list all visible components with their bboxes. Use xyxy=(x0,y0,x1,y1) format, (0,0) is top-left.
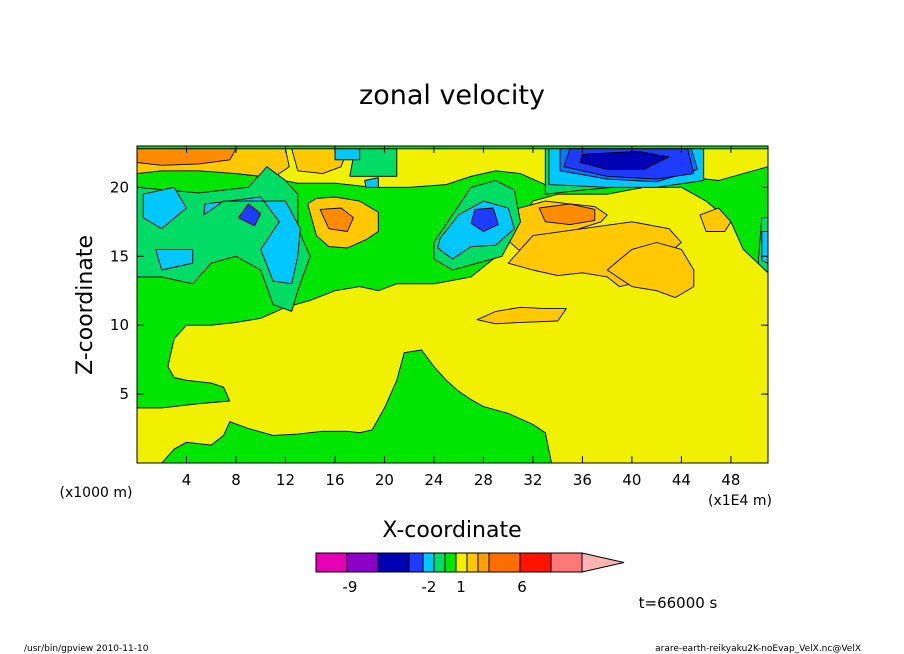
colorbar-segment xyxy=(519,552,552,573)
colorbar-segment xyxy=(377,552,410,573)
contour-region xyxy=(203,196,301,285)
colorbar-segment xyxy=(315,552,348,573)
contour-region xyxy=(319,207,354,232)
contour-region xyxy=(238,203,262,227)
chart-title: zonal velocity xyxy=(359,80,545,111)
colorbar-segment xyxy=(477,552,490,573)
contour-region xyxy=(349,148,398,177)
contour-region xyxy=(606,242,695,299)
y-tick-label: 15 xyxy=(110,247,129,265)
y-tick-label: 20 xyxy=(110,178,129,196)
y-tick-label: 10 xyxy=(110,316,129,334)
contour-region xyxy=(334,148,361,161)
x-tick-label: 20 xyxy=(375,471,394,489)
y-axis-label: Z-coordinate xyxy=(73,235,98,375)
x-tick-label: 24 xyxy=(424,471,443,489)
contour-region xyxy=(699,207,732,232)
x-tick-label: 12 xyxy=(276,471,295,489)
footer-left: /usr/bin/gpview 2010-11-10 xyxy=(24,644,149,654)
colorbar-segment xyxy=(488,552,521,573)
contour-region xyxy=(470,207,499,232)
x-axis-label: X-coordinate xyxy=(382,518,521,543)
colorbar-segment xyxy=(433,552,446,573)
colorbar-segment xyxy=(444,552,457,573)
x-tick-label: 36 xyxy=(573,471,592,489)
colorbar-segment xyxy=(346,552,379,573)
y-unit-label: (x1000 m) xyxy=(60,485,133,501)
contour-region xyxy=(364,177,379,188)
x-tick-label: 4 xyxy=(182,471,192,489)
colorbar-segment xyxy=(408,552,424,573)
x-tick-label: 40 xyxy=(622,471,641,489)
colorbar-segment xyxy=(550,552,583,573)
colorbar-tick-label: -9 xyxy=(343,578,358,596)
contour-region xyxy=(476,306,567,325)
x-axis: 4 8 12 16 20 24 28 32 36 40 44 48 xyxy=(182,146,740,489)
contour-region xyxy=(142,186,187,230)
y-axis: 5 10 15 20 xyxy=(110,178,768,403)
x-tick-label: 48 xyxy=(721,471,740,489)
x-tick-label: 44 xyxy=(672,471,691,489)
x-tick-label: 28 xyxy=(474,471,493,489)
colorbar-segment xyxy=(466,552,479,573)
x-tick-label: 32 xyxy=(523,471,542,489)
colorbar-segment xyxy=(422,552,435,573)
colorbar-extend-arrow xyxy=(581,552,625,573)
colorbar: -9 -2 1 6 xyxy=(315,552,625,596)
contour-region xyxy=(155,248,194,271)
x-tick-label: 8 xyxy=(231,471,241,489)
contour-regions xyxy=(137,148,768,463)
y-tick-label: 5 xyxy=(119,385,129,403)
contour-region xyxy=(579,151,670,170)
footer-right: arare-earth-reikyaku2K-noEvap_VelX.nc@Ve… xyxy=(655,644,861,654)
colorbar-tick-label: -2 xyxy=(422,578,437,596)
colorbar-segment xyxy=(455,552,468,573)
contour-region xyxy=(538,203,596,226)
time-annotation: t=66000 s xyxy=(639,594,718,612)
x-tick-label: 16 xyxy=(325,471,344,489)
plot-frame xyxy=(136,145,769,464)
colorbar-tick-label: 6 xyxy=(517,578,527,596)
colorbar-tick-label: 1 xyxy=(456,578,466,596)
x-unit-label: (x1E4 m) xyxy=(708,493,772,509)
contour-region xyxy=(761,231,768,264)
